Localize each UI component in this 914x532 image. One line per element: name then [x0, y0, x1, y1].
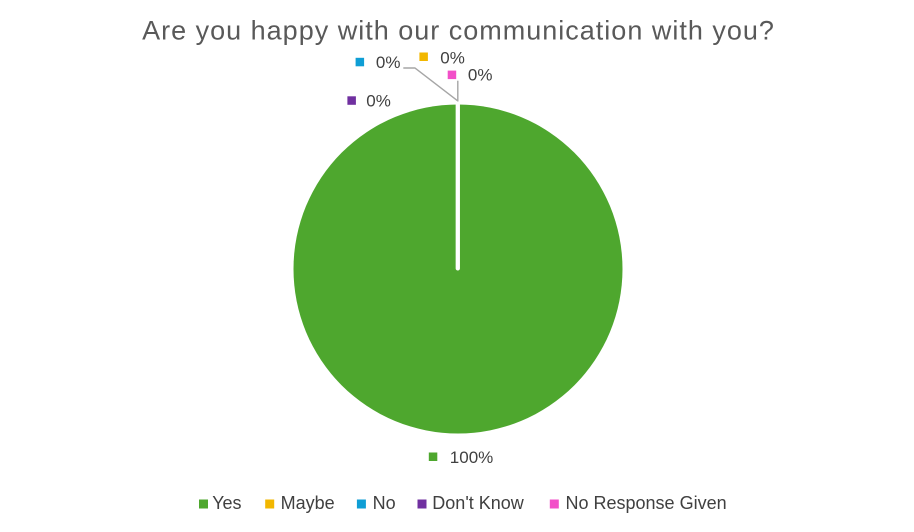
svg-text:No Response Given: No Response Given — [566, 493, 727, 513]
svg-text:Yes: Yes — [212, 493, 241, 513]
svg-text:0%: 0% — [440, 49, 465, 68]
svg-text:No: No — [373, 493, 396, 513]
svg-text:Don't Know: Don't Know — [432, 493, 524, 513]
svg-text:Maybe: Maybe — [281, 493, 335, 513]
svg-text:Are you happy with our communi: Are you happy with our communication wit… — [142, 16, 775, 46]
svg-text:0%: 0% — [468, 66, 493, 85]
svg-text:0%: 0% — [366, 92, 391, 111]
svg-text:100%: 100% — [450, 448, 493, 467]
svg-text:0%: 0% — [376, 53, 401, 72]
